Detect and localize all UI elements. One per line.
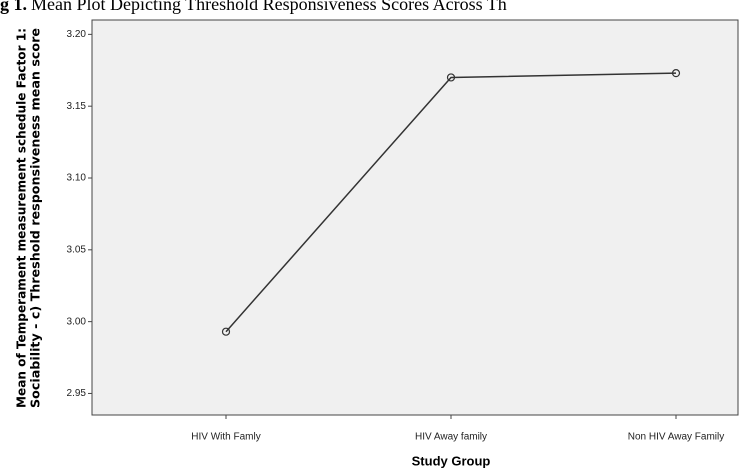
data-line [225, 72, 677, 333]
data-point [221, 327, 231, 336]
y-axis-title-line: Sociability - c) Threshold responsivenes… [29, 28, 43, 408]
y-tick-label: 2.95 [67, 388, 87, 399]
x-tick-label: HIV Away family [415, 432, 487, 443]
y-tick-label: 3.00 [67, 316, 87, 327]
y-tick-label: 3.05 [67, 244, 87, 255]
x-tick-label: HIV With Famly [191, 432, 260, 443]
chart-title: g 1. Mean Plot Depicting Threshold Respon… [0, 0, 507, 14]
x-axis-title: Study Group [412, 453, 491, 468]
y-tick-label: 3.20 [67, 29, 87, 40]
y-tick-label: 3.15 [67, 101, 87, 112]
y-axis-title-line: Mean of Temperament measurement schedule… [15, 28, 29, 408]
plot-area [91, 19, 739, 416]
data-point [446, 73, 456, 82]
title-text: Mean Plot Depicting Threshold Responsive… [31, 0, 507, 14]
x-tick-label: Non HIV Away Family [628, 432, 725, 443]
y-axis-title: Mean of Temperament measurement schedule… [15, 28, 43, 408]
y-tick-label: 3.10 [67, 173, 87, 184]
data-point [671, 69, 681, 78]
title-label: g 1. [0, 0, 27, 14]
